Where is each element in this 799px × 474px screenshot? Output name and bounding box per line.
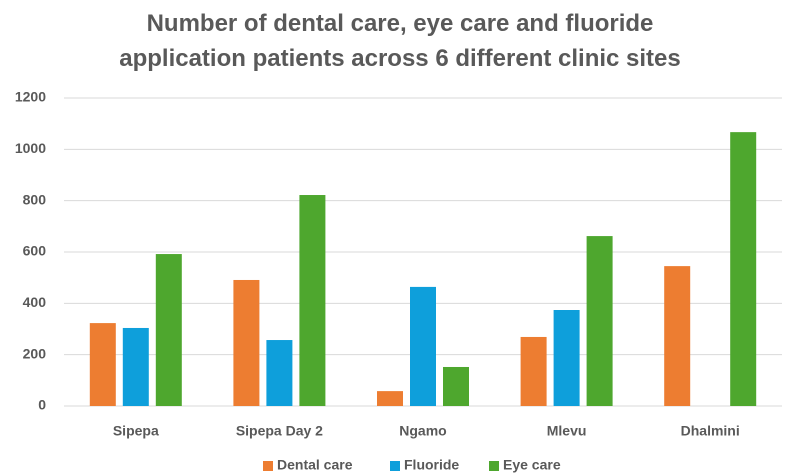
bar [299, 195, 326, 406]
bar [122, 327, 149, 406]
bar [233, 279, 260, 406]
bar [730, 132, 757, 407]
y-tick-label: 400 [23, 294, 47, 310]
x-tick-label: Dhalmini [681, 423, 740, 439]
legend-swatch [390, 461, 400, 471]
chart-title: Number of dental care, eye care and fluo… [119, 10, 681, 72]
x-tick-label: Mlevu [547, 423, 587, 439]
legend-label: Dental care [277, 457, 353, 473]
y-tick-label: 1200 [15, 89, 46, 105]
y-tick-label: 600 [23, 243, 47, 259]
bar [664, 266, 691, 406]
bar [266, 340, 293, 406]
bar [89, 323, 116, 406]
y-tick-label: 200 [23, 345, 47, 361]
bar [553, 310, 580, 406]
bar [586, 236, 613, 406]
y-tick-label: 1000 [15, 140, 46, 156]
bar [443, 366, 469, 406]
x-tick-label: Sipepa [113, 423, 159, 439]
y-tick-label: 0 [38, 397, 46, 413]
bar [410, 286, 436, 406]
legend-swatch [263, 461, 273, 471]
bar [520, 336, 547, 406]
legend-swatch [489, 461, 499, 471]
x-tick-label: Sipepa Day 2 [236, 423, 323, 439]
legend-label: Fluoride [404, 457, 459, 473]
x-tick-label: Ngamo [399, 423, 446, 439]
legend-label: Eye care [503, 457, 561, 473]
bar [155, 254, 182, 406]
bar [377, 391, 403, 406]
y-tick-label: 800 [23, 191, 47, 207]
